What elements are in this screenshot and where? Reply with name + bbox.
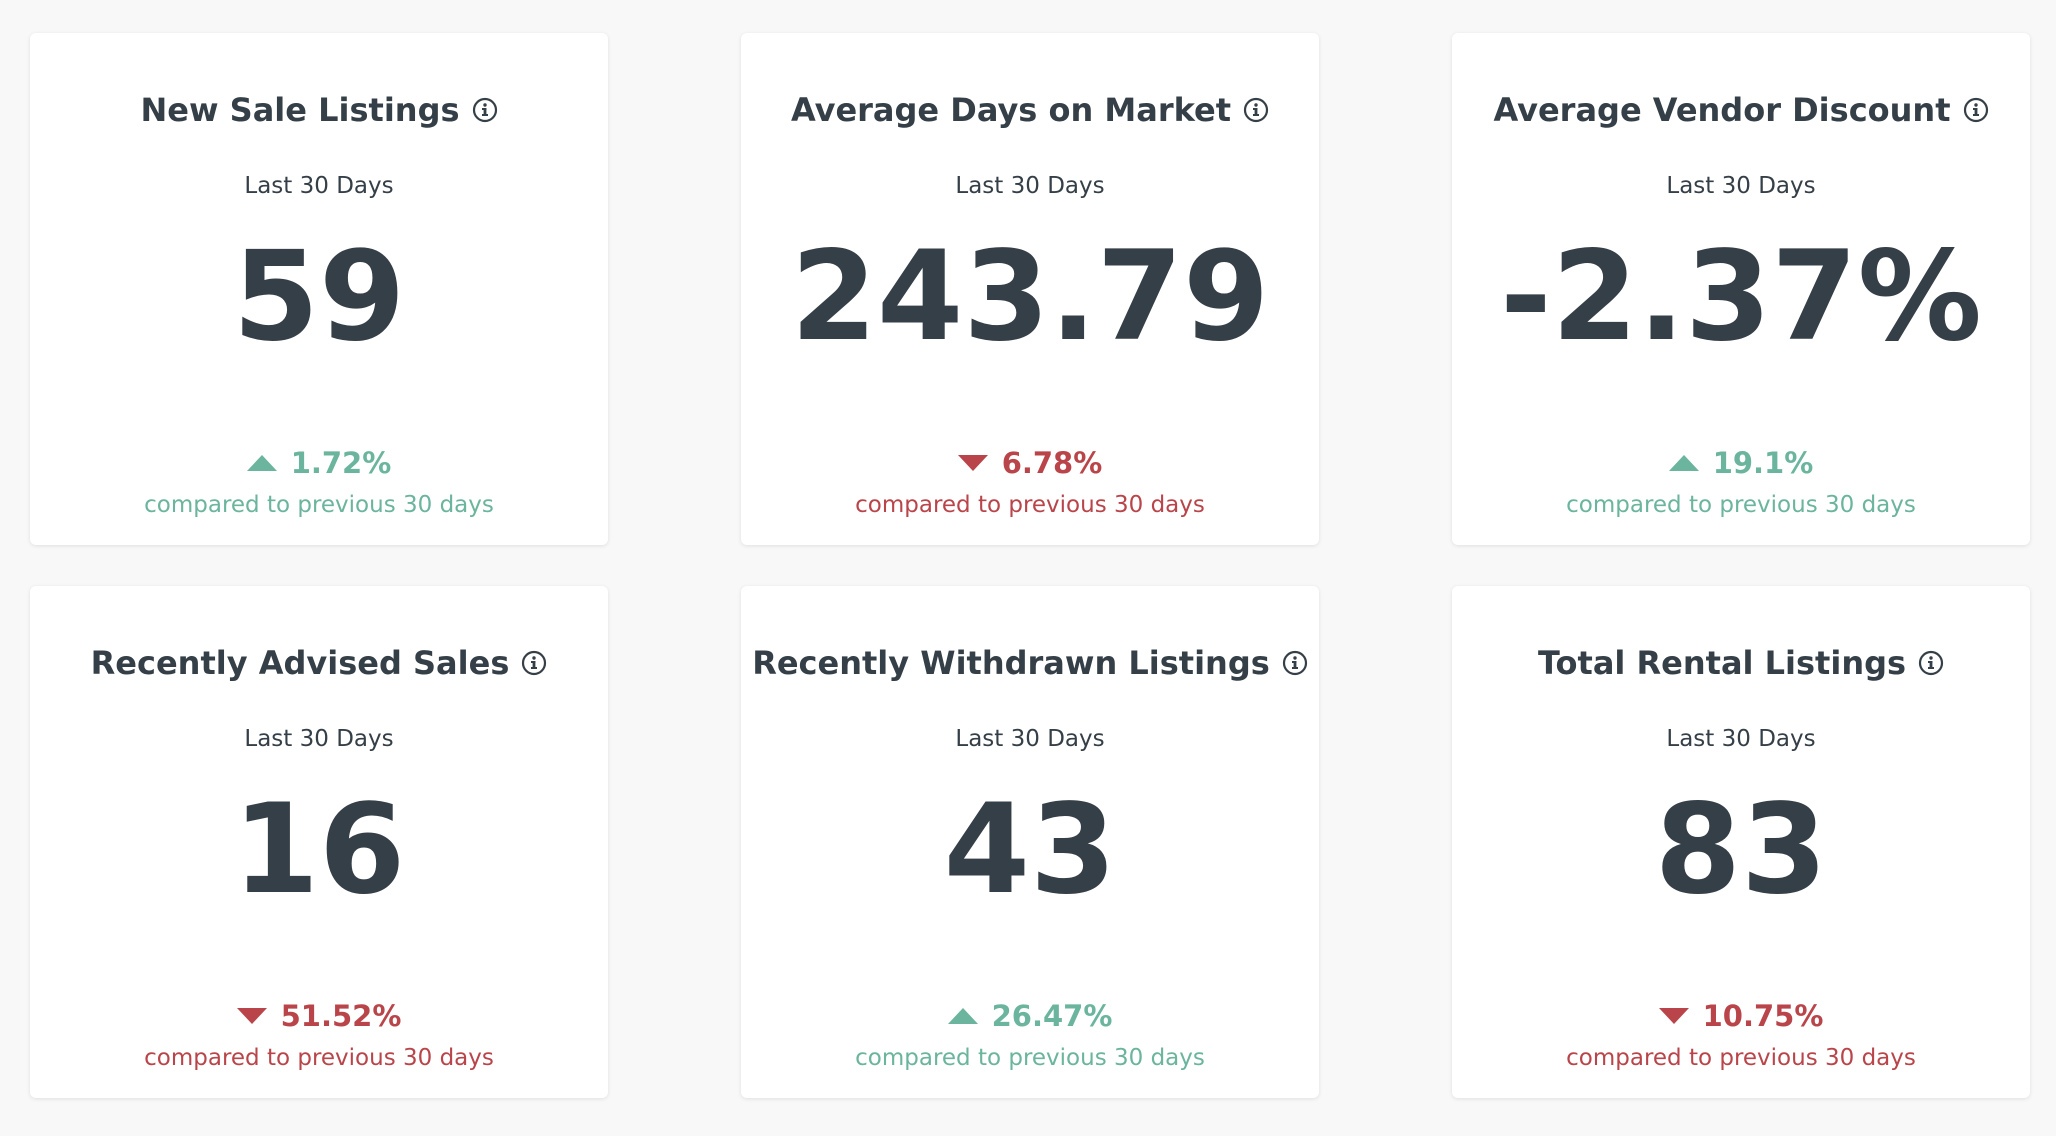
change-indicator: 1.72% xyxy=(30,446,608,480)
card-value: -2.37% xyxy=(1500,225,1982,369)
card-value: 59 xyxy=(232,225,406,369)
stat-card-recently-withdrawn-listings: Recently Withdrawn Listings Last 30 Days… xyxy=(741,586,1319,1098)
compare-text: compared to previous 30 days xyxy=(855,492,1205,518)
change-percent: 51.52% xyxy=(280,999,402,1033)
change-percent: 19.1% xyxy=(1712,446,1814,480)
card-title-row: Recently Withdrawn Listings xyxy=(741,644,1319,682)
compare-text: compared to previous 30 days xyxy=(144,1045,494,1071)
stat-card-average-days-on-market: Average Days on Market Last 30 Days 243.… xyxy=(741,33,1319,545)
info-icon[interactable] xyxy=(521,650,547,676)
card-period: Last 30 Days xyxy=(244,726,394,752)
card-title: Total Rental Listings xyxy=(1537,644,1907,682)
info-icon[interactable] xyxy=(1918,650,1944,676)
info-icon[interactable] xyxy=(1963,97,1989,123)
change-percent: 10.75% xyxy=(1702,999,1824,1033)
stat-card-recently-advised-sales: Recently Advised Sales Last 30 Days 16 5… xyxy=(30,586,608,1098)
triangle-up-icon xyxy=(1668,455,1699,471)
card-title-row: Average Days on Market xyxy=(741,91,1319,129)
stat-card-new-sale-listings: New Sale Listings Last 30 Days 59 1.72% … xyxy=(30,33,608,545)
change-indicator: 6.78% xyxy=(741,446,1319,480)
triangle-down-icon xyxy=(957,455,988,471)
compare-text: compared to previous 30 days xyxy=(144,492,494,518)
stat-card-total-rental-listings: Total Rental Listings Last 30 Days 83 10… xyxy=(1452,586,2030,1098)
card-title: New Sale Listings xyxy=(140,91,460,129)
change-indicator: 51.52% xyxy=(30,999,608,1033)
compare-text: compared to previous 30 days xyxy=(1566,1045,1916,1071)
card-title: Recently Advised Sales xyxy=(90,644,510,682)
card-value: 43 xyxy=(943,778,1117,922)
change-percent: 26.47% xyxy=(991,999,1113,1033)
card-title: Average Vendor Discount xyxy=(1493,91,1951,129)
change-indicator: 10.75% xyxy=(1452,999,2030,1033)
stat-card-average-vendor-discount: Average Vendor Discount Last 30 Days -2.… xyxy=(1452,33,2030,545)
info-icon[interactable] xyxy=(1282,650,1308,676)
card-period: Last 30 Days xyxy=(955,726,1105,752)
card-title-row: New Sale Listings xyxy=(30,91,608,129)
compare-text: compared to previous 30 days xyxy=(1566,492,1916,518)
change-indicator: 19.1% xyxy=(1452,446,2030,480)
triangle-down-icon xyxy=(236,1008,267,1024)
card-title: Recently Withdrawn Listings xyxy=(752,644,1270,682)
info-icon[interactable] xyxy=(472,97,498,123)
card-period: Last 30 Days xyxy=(1666,726,1816,752)
triangle-up-icon xyxy=(947,1008,978,1024)
stats-grid: New Sale Listings Last 30 Days 59 1.72% … xyxy=(30,33,2030,1098)
card-value: 83 xyxy=(1654,778,1828,922)
card-title-row: Recently Advised Sales xyxy=(30,644,608,682)
change-percent: 1.72% xyxy=(290,446,392,480)
card-title-row: Total Rental Listings xyxy=(1452,644,2030,682)
triangle-down-icon xyxy=(1658,1008,1689,1024)
card-period: Last 30 Days xyxy=(1666,173,1816,199)
info-icon[interactable] xyxy=(1243,97,1269,123)
card-period: Last 30 Days xyxy=(955,173,1105,199)
change-indicator: 26.47% xyxy=(741,999,1319,1033)
card-period: Last 30 Days xyxy=(244,173,394,199)
card-value: 16 xyxy=(232,778,406,922)
triangle-up-icon xyxy=(246,455,277,471)
card-value: 243.79 xyxy=(790,225,1270,369)
change-percent: 6.78% xyxy=(1001,446,1103,480)
compare-text: compared to previous 30 days xyxy=(855,1045,1205,1071)
card-title: Average Days on Market xyxy=(790,91,1232,129)
card-title-row: Average Vendor Discount xyxy=(1452,91,2030,129)
